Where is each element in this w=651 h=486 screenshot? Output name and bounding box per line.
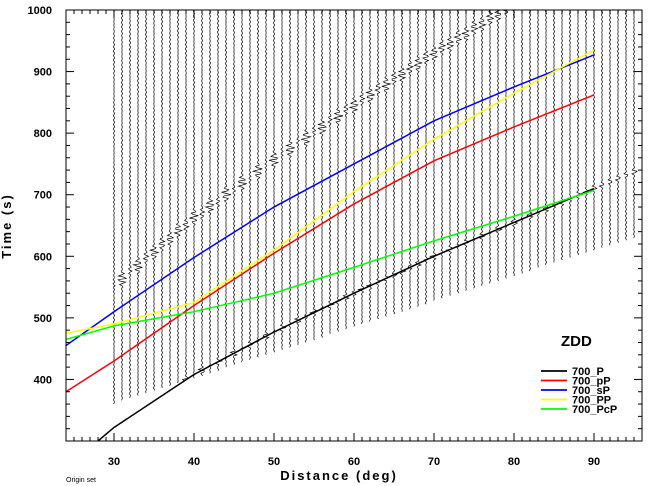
seismogram-trace — [558, 10, 566, 261]
seismogram-trace — [520, 10, 524, 274]
seismogram-trace — [543, 10, 550, 265]
seismogram-trace — [421, 10, 430, 305]
seismogram-trace — [117, 10, 128, 401]
seismogram-trace — [173, 10, 184, 384]
seismogram-trace — [348, 10, 359, 327]
origin-footnote: Origin set — [66, 477, 96, 484]
seismogram-trace — [142, 10, 150, 394]
seismogram-trace — [413, 10, 423, 307]
y-tick-label: 600 — [34, 251, 52, 263]
y-tick-label: 500 — [34, 313, 52, 325]
seismogram-trace — [607, 10, 613, 246]
curve-700-pp — [66, 94, 595, 393]
y-tick-label: 1000 — [28, 5, 52, 17]
curve-700-pp — [66, 49, 595, 334]
seismogram-trace — [526, 10, 534, 272]
seismogram-trace — [381, 10, 392, 317]
legend-label: 700_PP — [572, 395, 611, 407]
travel-time-curves — [66, 49, 595, 441]
seismogram-trace — [390, 10, 398, 315]
seismogram-trace — [293, 10, 302, 345]
seismogram-trace — [112, 10, 116, 405]
axis-ticks — [65, 9, 643, 441]
seismogram-traces — [112, 10, 638, 405]
seismogram-trace — [221, 10, 232, 368]
seismogram-trace — [591, 10, 598, 251]
curve-700-sp — [66, 54, 595, 347]
seismogram-trace — [357, 10, 366, 325]
seismogram-trace — [428, 10, 439, 301]
seismogram-trace — [148, 10, 160, 391]
seismogram-trace — [574, 10, 582, 256]
y-tick-label: 400 — [34, 374, 52, 386]
x-axis-title: Distance (deg) — [280, 468, 398, 483]
seismogram-trace — [536, 10, 540, 268]
x-tick-label: 70 — [428, 456, 440, 468]
seismogram-trace — [237, 10, 247, 363]
seismogram-trace — [552, 10, 557, 263]
seismogram-trace — [437, 10, 447, 299]
seismogram-trace — [485, 10, 495, 284]
seismogram-trace — [229, 10, 238, 365]
seismogram-trace — [214, 10, 224, 371]
seismogram-trace — [470, 10, 479, 289]
seismogram-trace — [631, 10, 638, 239]
x-tick-label: 50 — [268, 456, 280, 468]
seismogram-trace — [405, 10, 414, 310]
seismogram-trace — [197, 10, 206, 376]
seismogram-trace — [309, 10, 318, 341]
seismogram-trace — [342, 10, 350, 330]
seismogram-trace — [461, 10, 470, 291]
x-tick-label: 90 — [588, 456, 600, 468]
legend-label: 700_pP — [572, 376, 611, 388]
seismogram-trace — [502, 10, 509, 279]
station-label: ZDD — [561, 333, 592, 350]
seismogram-trace — [158, 10, 166, 389]
seismogram-trace — [285, 10, 295, 348]
seismogram-trace — [327, 10, 335, 334]
legend-label: 700_P — [572, 366, 604, 378]
curve-700-p — [97, 187, 595, 441]
seismogram-trace — [510, 10, 519, 277]
seismogram-trace — [268, 10, 280, 353]
x-tick-label: 60 — [348, 456, 360, 468]
seismogram-trace — [252, 10, 263, 358]
x-tick-label: 30 — [108, 456, 120, 468]
seismogram-trace — [189, 10, 199, 379]
y-tick-label: 900 — [34, 67, 52, 79]
seismogram-trace — [567, 10, 573, 258]
seismogram-trace — [166, 10, 175, 386]
curve-700-pcp — [66, 189, 595, 341]
seismogram-trace — [301, 10, 312, 343]
seismogram-trace — [332, 10, 344, 332]
seismogram-trace — [128, 10, 133, 399]
seismogram-trace — [478, 10, 488, 286]
seismogram-trace — [245, 10, 254, 360]
legend-label: 700_PcP — [572, 404, 617, 416]
seismogram-trace — [365, 10, 375, 322]
legend-label: 700_sP — [572, 385, 610, 397]
y-axis-tick-labels: 400 500 600 700 800 900 1000 — [28, 5, 52, 386]
y-axis-title: Time (s) — [0, 193, 14, 259]
seismogram-trace — [582, 10, 588, 253]
seismogram-trace — [278, 10, 287, 350]
seismogram-trace — [204, 10, 215, 374]
y-tick-label: 800 — [34, 128, 52, 140]
seismogram-trace — [614, 10, 621, 243]
seismogram-trace — [262, 10, 270, 355]
seismogram-trace — [494, 10, 503, 282]
x-tick-label: 80 — [508, 456, 520, 468]
seismogram-trace — [374, 10, 381, 320]
x-tick-label: 40 — [188, 456, 200, 468]
seismogram-trace — [132, 10, 143, 396]
y-tick-label: 700 — [34, 190, 52, 202]
seismogram-trace — [181, 10, 190, 381]
seismogram-trace — [598, 10, 604, 248]
x-axis-tick-labels: 30 40 50 60 70 80 90 — [108, 456, 600, 468]
seismogram-trace — [623, 10, 629, 241]
seismogram-trace — [317, 10, 328, 338]
